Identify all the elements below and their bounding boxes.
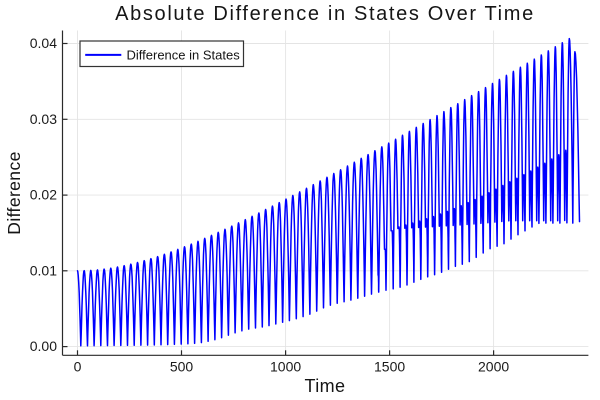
- svg-text:500: 500: [170, 359, 194, 375]
- svg-text:0.00: 0.00: [30, 338, 57, 354]
- svg-text:Difference in States: Difference in States: [127, 48, 241, 63]
- svg-text:Time: Time: [305, 376, 346, 396]
- svg-text:0: 0: [74, 359, 82, 375]
- svg-text:Absolute Difference in States: Absolute Difference in States Over Time: [115, 3, 535, 25]
- svg-text:0.01: 0.01: [30, 262, 57, 278]
- svg-text:Difference: Difference: [4, 151, 24, 234]
- svg-text:1000: 1000: [270, 359, 301, 375]
- svg-text:0.04: 0.04: [30, 35, 57, 51]
- svg-text:0.03: 0.03: [30, 111, 57, 127]
- svg-text:2000: 2000: [478, 359, 509, 375]
- svg-text:0.02: 0.02: [30, 187, 57, 203]
- svg-text:1500: 1500: [374, 359, 405, 375]
